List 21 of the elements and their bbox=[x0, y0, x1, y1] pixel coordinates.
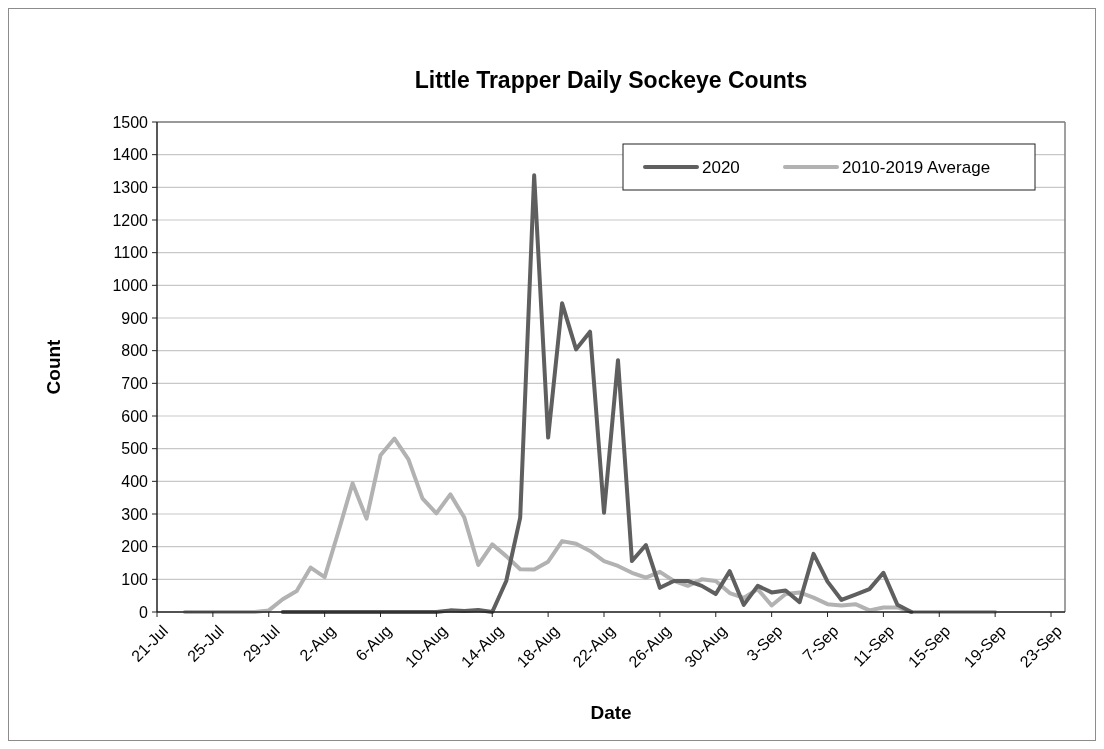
chart-title: Little Trapper Daily Sockeye Counts bbox=[414, 67, 808, 93]
y-tick-label: 1100 bbox=[113, 244, 149, 262]
y-tick-label: 700 bbox=[121, 374, 149, 392]
y-tick-label: 1000 bbox=[112, 276, 149, 294]
y-tick-label: 1500 bbox=[112, 113, 149, 131]
y-tick-label: 0 bbox=[139, 603, 149, 621]
y-tick-label: 100 bbox=[121, 570, 149, 588]
y-tick-label: 400 bbox=[121, 472, 149, 490]
y-tick-label: 800 bbox=[121, 342, 149, 360]
y-tick-label: 200 bbox=[121, 538, 149, 556]
legend-label: 2020 bbox=[702, 157, 740, 177]
y-tick-label: 300 bbox=[121, 505, 149, 523]
y-tick-label: 900 bbox=[121, 309, 149, 327]
y-tick-label: 1400 bbox=[112, 146, 149, 164]
y-axis-title: Count bbox=[43, 338, 64, 395]
y-tick-label: 1200 bbox=[112, 211, 149, 229]
x-axis-title: Date bbox=[590, 702, 632, 723]
legend-label: 2010-2019 Average bbox=[842, 157, 991, 177]
y-tick-label: 500 bbox=[121, 440, 149, 458]
y-tick-label: 1300 bbox=[112, 178, 149, 196]
y-tick-label: 600 bbox=[121, 407, 149, 425]
